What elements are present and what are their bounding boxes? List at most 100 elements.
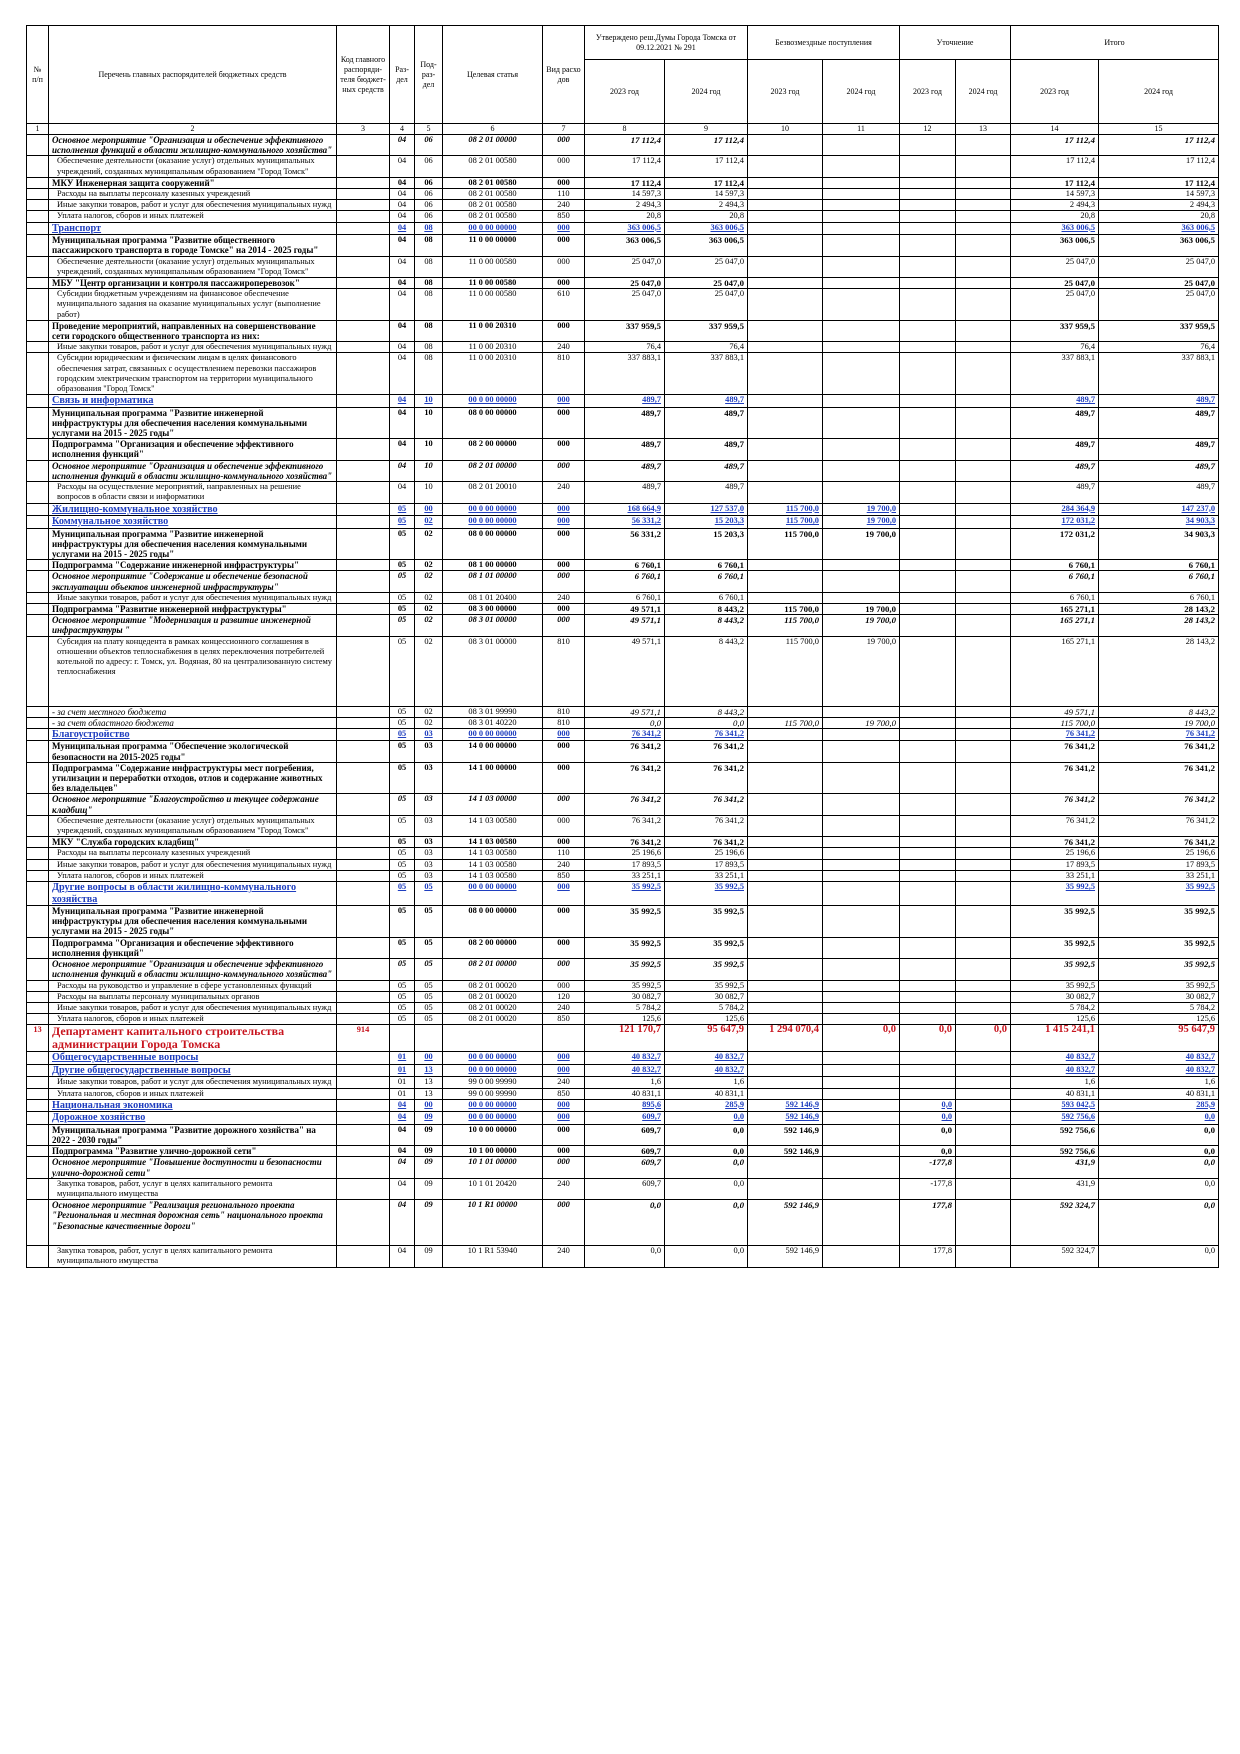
row-number [26,288,49,321]
clar-2024: 0,0 [955,1024,1012,1053]
row-number [26,1177,49,1201]
row-podrazdel: 05 [414,1013,443,1026]
row-name: Обеспечение деятельности (оказание услуг… [48,155,337,178]
clar-2024 [955,591,1012,604]
row-target: 08 2 01 00000 [442,958,543,981]
header-year: 2024 год [664,59,748,124]
row-vid: 240 [542,341,585,354]
total-2023: 363 006,5 [1010,221,1100,236]
clar-2023 [899,793,957,816]
table-row: МКУ "Служба городских кладбищ" 05 03 14 1 0… [26,836,1220,849]
row-number [26,1156,49,1179]
row-podrazdel: 06 [414,155,443,178]
row-name: - за счет областного бюджета [48,716,337,729]
row-number [26,221,49,236]
column-number: 4 [389,123,415,135]
row-number [26,1063,49,1078]
row-target: 08 2 01 00580 [442,176,543,190]
total-2024: 363 006,5 [1098,221,1220,236]
total-2023: 40 831,1 [1010,1087,1100,1100]
row-name: Подпрограмма "Развитие улично-дорожной с… [48,1145,337,1158]
table-row: Коммунальное хозяйство 05 02 00 0 00 00000 0… [26,515,1220,529]
clar-2024 [955,1156,1012,1179]
row-code [336,740,390,763]
row-podrazdel: 00 [414,502,443,516]
approved-2023: 76 341,2 [584,836,665,849]
free-2024 [821,979,901,992]
clar-2023 [899,502,957,516]
row-vid: 000 [542,1123,585,1147]
approved-2023: 17 112,4 [584,155,665,178]
table-row: Муниципальная программа "Развитие инжене… [26,527,1220,561]
row-name: Основное мероприятие "Модернизация и раз… [48,614,337,637]
row-number [26,155,49,178]
row-podrazdel: 00 [414,1051,443,1065]
total-2024: 25 047,0 [1098,255,1220,278]
clar-2023: -177,8 [899,1156,957,1179]
row-vid: 240 [542,1076,585,1089]
clar-2023 [899,740,957,763]
row-vid: 000 [542,1051,585,1065]
row-code [336,1013,390,1026]
free-2024 [821,1177,901,1201]
total-2023: 40 832,7 [1010,1063,1100,1078]
free-2024 [821,881,901,907]
row-podrazdel: 13 [414,1087,443,1100]
approved-2023: 0,0 [584,1245,665,1268]
row-name: Иные закупки товаров, работ и услуг для … [48,199,337,212]
clar-2023: 0,0 [899,1145,957,1158]
free-2024 [821,1145,901,1158]
row-podrazdel: 06 [414,210,443,223]
approved-2024: 8 443,2 [664,614,748,637]
total-2024: 489,7 [1098,481,1220,504]
table-row: МБУ "Центр организации и контроля пассаж… [26,276,1220,290]
row-podrazdel: 10 [414,438,443,461]
row-code [336,459,390,483]
column-number: 14 [1010,123,1100,135]
total-2024: 6 760,1 [1098,559,1220,572]
row-name: Коммунальное хозяйство [48,515,337,529]
free-2024 [821,836,901,849]
header-year: 2023 год [747,59,823,124]
row-code [336,869,390,883]
total-2023: 1 415 241,1 [1010,1024,1100,1053]
row-vid: 810 [542,352,585,396]
table-row: Иные закупки товаров, работ и услуг для … [26,591,1220,604]
header-clar: Уточнение [899,25,1012,60]
approved-2024: 33 251,1 [664,869,748,883]
approved-2024: 0,0 [664,716,748,729]
row-razdel: 05 [389,905,415,938]
clar-2024 [955,155,1012,178]
total-2024: 35 992,5 [1098,881,1220,907]
row-code [336,905,390,938]
row-podrazdel: 06 [414,199,443,212]
free-2023: 592 146,9 [747,1145,823,1158]
row-podrazdel: 06 [414,133,443,157]
clar-2023 [899,559,957,572]
free-2024: 19 700,0 [821,614,901,637]
free-2024 [821,394,901,408]
row-code [336,1245,390,1268]
free-2024 [821,559,901,572]
clar-2024 [955,276,1012,290]
table-row: Жилищно-коммунальное хозяйство 05 00 00 0 0… [26,502,1220,516]
free-2024 [821,210,901,223]
row-razdel: 05 [389,836,415,849]
approved-2024: 35 992,5 [664,958,748,981]
clar-2024 [955,990,1012,1003]
row-vid: 000 [542,176,585,190]
row-target: 14 0 00 00000 [442,740,543,763]
approved-2023: 25 196,6 [584,847,665,860]
total-2023: 17 112,4 [1010,133,1100,157]
clar-2023 [899,199,957,212]
table-row: Закупка товаров, работ, услуг в целях ка… [26,1177,1220,1201]
row-podrazdel: 13 [414,1076,443,1089]
clar-2024 [955,481,1012,504]
free-2024 [821,958,901,981]
approved-2024: 30 082,7 [664,990,748,1003]
total-2023: 489,7 [1010,459,1100,483]
table-row: Основное мероприятие "Повышение доступно… [26,1156,1220,1179]
row-target: 10 1 R1 53940 [442,1245,543,1268]
free-2024: 19 700,0 [821,527,901,561]
row-target: 08 3 01 40220 [442,716,543,729]
